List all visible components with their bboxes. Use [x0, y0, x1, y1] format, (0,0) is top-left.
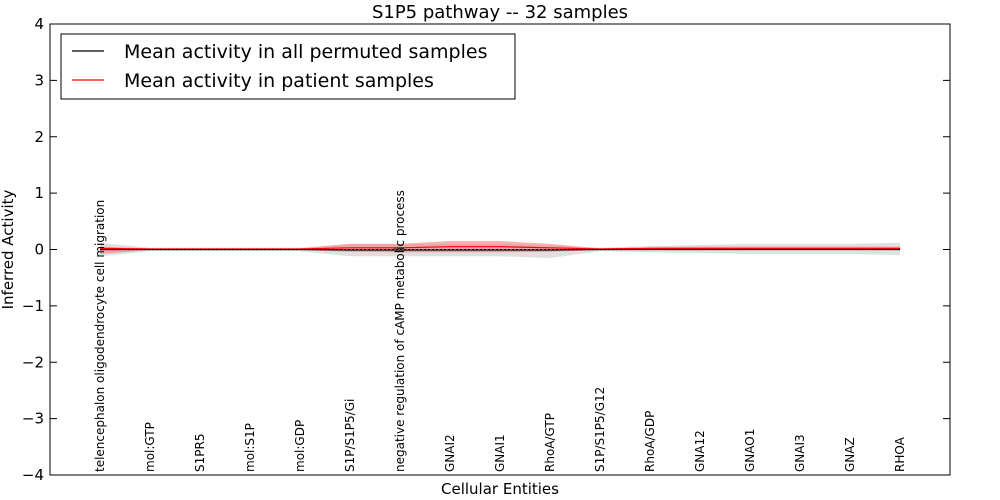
entity-label: GNAI2: [443, 434, 457, 472]
y-tick-label: −1: [22, 297, 44, 315]
entity-label: telencephalon oligodendrocyte cell migra…: [93, 200, 107, 472]
entity-label: S1P/S1P5/G12: [593, 387, 607, 472]
y-tick-label: 1: [34, 184, 44, 202]
y-tick-label: 4: [34, 15, 44, 33]
y-tick-label: −3: [22, 410, 44, 428]
entity-label: GNAZ: [843, 437, 857, 472]
legend-label-permuted: Mean activity in all permuted samples: [124, 41, 487, 63]
y-tick-label: −4: [22, 466, 44, 484]
y-tick-label: 0: [34, 241, 44, 259]
entity-label: negative regulation of cAMP metabolic pr…: [393, 190, 407, 472]
legend-box: [60, 33, 516, 100]
y-axis-ticks: 4 3 2 1 0 −1 −2 −3 −4: [22, 15, 950, 484]
entity-label: GNAO1: [743, 429, 757, 472]
y-tick-label: −2: [22, 353, 44, 371]
entity-label: mol:GDP: [293, 420, 307, 472]
entity-label: GNAI1: [493, 434, 507, 472]
y-tick-label: 3: [34, 71, 44, 89]
entity-label: mol:GTP: [143, 422, 157, 472]
entity-label: mol:S1P: [243, 423, 257, 472]
series-lines: [99, 246, 900, 251]
entity-label: RhoA/GDP: [643, 411, 657, 472]
entity-label: RhoA/GTP: [543, 413, 557, 472]
entity-label: S1PR5: [193, 434, 207, 472]
legend-label-patient: Mean activity in patient samples: [124, 70, 434, 92]
legend: Mean activity in all permuted samples Me…: [60, 33, 516, 100]
x-axis-title: Cellular Entities: [441, 480, 559, 498]
entity-label: GNA12: [693, 430, 707, 472]
entity-label: RHOA: [893, 436, 907, 472]
entity-labels: telencephalon oligodendrocyte cell migra…: [93, 190, 907, 472]
entity-label: S1P/S1P5/Gi: [343, 399, 357, 472]
chart-title: S1P5 pathway -- 32 samples: [372, 2, 628, 23]
entity-label: GNAI3: [793, 434, 807, 472]
y-axis-title: Inferred Activity: [0, 189, 17, 309]
y-tick-label: 2: [34, 128, 44, 146]
series-line-patient: [99, 246, 900, 250]
band-patient: [100, 241, 900, 255]
